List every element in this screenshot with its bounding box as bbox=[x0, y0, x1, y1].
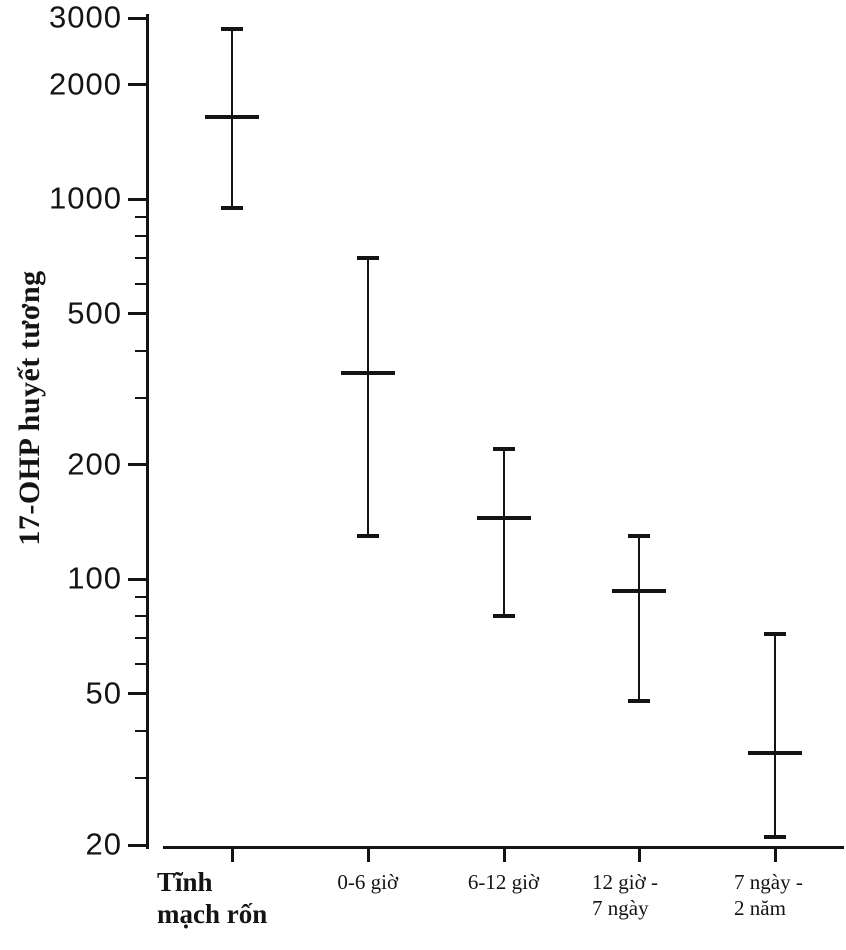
x-category-label-line: 7 ngày - bbox=[734, 870, 803, 894]
error-bar-vline bbox=[366, 258, 369, 537]
error-bar-cap-bottom bbox=[628, 698, 651, 703]
y-major-tick bbox=[128, 577, 146, 581]
y-major-tick bbox=[128, 463, 146, 467]
x-category-label: Tĩnh mạch rốn bbox=[157, 866, 267, 930]
error-bar-mean bbox=[748, 750, 802, 755]
y-minor-tick bbox=[135, 662, 146, 665]
x-category-label-line: 6-12 giờ bbox=[467, 870, 540, 894]
x-category-label-line: 2 năm bbox=[734, 896, 786, 920]
y-axis-title: 17-OHP huyết tương bbox=[13, 270, 46, 546]
y-major-tick bbox=[128, 197, 146, 201]
y-tick-label: 3000 bbox=[49, 0, 122, 35]
error-bar-vline bbox=[502, 449, 505, 617]
y-minor-tick bbox=[135, 257, 146, 260]
error-bar-mean bbox=[612, 589, 667, 594]
y-minor-tick bbox=[135, 729, 146, 732]
error-bar-cap-bottom bbox=[221, 205, 243, 210]
x-category-label-line: 12 giờ - bbox=[592, 870, 658, 894]
y-tick-label: 2000 bbox=[49, 66, 122, 102]
y-major-tick bbox=[128, 16, 146, 20]
y-minor-tick bbox=[135, 637, 146, 640]
error-bar-mean bbox=[476, 516, 531, 521]
x-tick bbox=[231, 849, 234, 862]
y-major-tick bbox=[128, 83, 146, 87]
y-minor-tick bbox=[135, 215, 146, 218]
error-bar-mean bbox=[340, 370, 395, 375]
x-category-label-line: 7 ngày bbox=[592, 896, 649, 920]
y-tick-label: 500 bbox=[67, 294, 122, 330]
x-tick bbox=[502, 849, 506, 862]
error-bar-cap-top bbox=[356, 256, 379, 261]
y-minor-tick bbox=[135, 282, 146, 285]
y-axis-line bbox=[146, 14, 149, 849]
x-tick bbox=[774, 849, 777, 862]
y-minor-tick bbox=[135, 397, 146, 400]
error-bar-cap-bottom bbox=[492, 614, 515, 619]
error-bar-mean bbox=[205, 114, 259, 119]
error-bar-cap-top bbox=[764, 631, 786, 636]
y-tick-label: 20 bbox=[85, 826, 122, 862]
error-bar-cap-bottom bbox=[764, 834, 786, 839]
y-tick-label: 200 bbox=[67, 446, 122, 482]
error-bar-vline bbox=[774, 633, 776, 837]
error-bar-vline bbox=[638, 536, 641, 701]
error-bar-cap-top bbox=[221, 27, 243, 32]
y-minor-tick bbox=[135, 777, 146, 780]
y-minor-tick bbox=[135, 595, 146, 598]
error-bar-cap-bottom bbox=[356, 534, 379, 539]
y-minor-tick bbox=[135, 349, 146, 352]
y-tick-label: 50 bbox=[85, 675, 122, 711]
x-category-label: 6-12 giờ bbox=[414, 869, 594, 895]
x-category-label: 12 giờ -7 ngày bbox=[592, 869, 658, 921]
x-axis-line bbox=[163, 846, 844, 849]
y-minor-tick bbox=[135, 615, 146, 618]
y-major-tick bbox=[128, 312, 146, 316]
y-tick-label: 1000 bbox=[49, 180, 122, 216]
y-minor-tick bbox=[135, 235, 146, 238]
y-major-tick bbox=[128, 843, 146, 847]
x-category-label: 7 ngày -2 năm bbox=[734, 869, 803, 921]
x-category-label-line: mạch rốn bbox=[157, 899, 268, 929]
x-category-label: 0-6 giờ bbox=[278, 869, 458, 895]
x-tick bbox=[366, 849, 370, 862]
x-category-label-line: 0-6 giờ bbox=[337, 870, 399, 894]
y-tick-label: 100 bbox=[67, 560, 122, 596]
error-bar-cap-top bbox=[628, 534, 651, 539]
error-bar-cap-top bbox=[492, 447, 515, 452]
y-major-tick bbox=[128, 692, 146, 696]
x-tick bbox=[638, 849, 642, 862]
x-category-label-line: Tĩnh bbox=[157, 867, 213, 897]
